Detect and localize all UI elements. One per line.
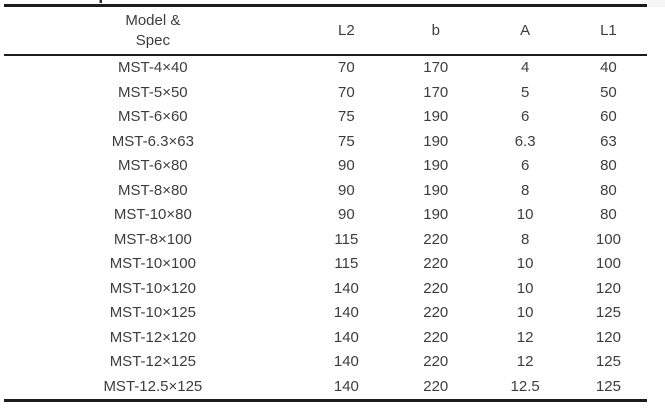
cell-a: 10 [516,255,534,272]
header-model-line1: Model & [125,11,181,29]
cell-model: MST-10×125 [109,304,196,321]
table-row: MST-12×125 140 220 12 125 [4,350,647,375]
header-l1: L1 [569,5,647,56]
cell-l1: 63 [600,132,617,150]
cell-b: 190 [423,157,449,174]
cutoff-text-remnant [99,0,102,3]
cell-b: 190 [423,108,449,125]
cell-b: 220 [423,328,449,346]
table-row: MST-12.5×125 140 220 12.5 125 [4,375,647,401]
cell-b: 190 [423,206,449,223]
cell-l2: 70 [338,59,355,76]
cell-l2: 140 [333,377,359,395]
cell-a: 6.3 [514,132,536,150]
header-b: b [391,5,481,56]
cell-model: MST-10×120 [109,279,196,297]
cell-l2: 140 [333,328,359,346]
header-row: Model & Spec L2 b A L1 [4,5,647,56]
cell-model: MST-8×100 [113,230,192,248]
table-body: MST-4×40 70 170 4 40 MST-5×50 70 170 5 50 MST-6×60… [4,55,647,401]
table-row: MST-8×80 90 190 8 80 [4,179,647,204]
cell-l2: 115 [334,255,359,272]
cell-model: MST-6.3×63 [111,132,194,150]
table-row: MST-6×80 90 190 6 80 [4,154,647,179]
cell-a: 8 [520,230,530,248]
cell-l1: 80 [600,157,617,174]
table-row: MST-6.3×63 75 190 6.3 63 [4,130,647,155]
table-row: MST-8×100 115 220 8 100 [4,228,647,253]
header-a: A [480,5,570,56]
cell-l1: 100 [595,255,621,272]
cell-b: 190 [423,132,449,150]
table-row: MST-10×80 90 190 10 80 [4,203,647,228]
table-header: Model & Spec L2 b A L1 [4,5,647,56]
table-row: MST-10×100 115 220 10 100 [4,252,647,277]
cell-l1: 125 [595,304,621,321]
cell-l1: 120 [595,328,621,346]
cell-b: 170 [423,83,449,101]
cell-l2: 140 [333,304,359,321]
cell-a: 10 [516,279,534,297]
table-row: MST-5×50 70 170 5 50 [4,81,647,106]
header-model-line2: Spec [135,31,170,49]
cell-l2: 90 [338,157,355,174]
cell-model: MST-8×80 [118,181,188,199]
cell-a: 10 [516,304,534,321]
spec-table: Model & Spec L2 b A L1 MST-4×40 70 170 4 40 M… [4,4,647,402]
cell-b: 190 [423,181,449,199]
cell-l2: 140 [333,353,359,370]
cell-model: MST-12.5×125 [103,377,203,395]
cell-a: 12 [516,328,534,346]
table-row: MST-10×125 140 220 10 125 [4,301,647,326]
cell-model: MST-4×40 [118,59,188,76]
cell-b: 220 [423,353,449,370]
cell-a: 12 [516,353,534,370]
cell-b: 220 [423,230,449,248]
cell-l2: 115 [334,230,359,248]
cell-b: 170 [423,59,449,76]
cell-l1: 125 [595,353,621,370]
cell-a: 10 [516,206,534,223]
cell-a: 4 [520,59,530,76]
cell-a: 6 [520,157,530,174]
cell-model: MST-10×100 [109,255,196,272]
table-row: MST-10×120 140 220 10 120 [4,277,647,302]
cell-l1: 120 [595,279,621,297]
cell-b: 220 [423,304,449,321]
cell-l1: 125 [595,377,621,395]
cell-l1: 40 [600,59,617,76]
cell-l1: 100 [595,230,621,248]
cell-a: 12.5 [510,377,540,395]
cell-l1: 50 [600,83,617,101]
cell-l2: 70 [338,83,355,101]
cell-model: MST-6×80 [118,157,188,174]
cell-model: MST-5×50 [118,83,188,101]
header-model-spec: Model & Spec [4,5,302,56]
cell-a: 6 [520,108,530,125]
corner-shade [647,0,665,7]
cell-l2: 90 [338,206,355,223]
cell-model: MST-12×125 [109,353,196,370]
cell-b: 220 [423,279,449,297]
cell-model: MST-6×60 [118,108,188,125]
cell-b: 220 [423,377,449,395]
cell-b: 220 [423,255,449,272]
cell-l1: 80 [600,181,617,199]
cell-a: 5 [520,83,530,101]
table-row: MST-4×40 70 170 4 40 [4,55,647,81]
cell-l2: 75 [338,108,355,125]
cell-l2: 140 [333,279,359,297]
cell-model: MST-12×120 [109,328,196,346]
table-row: MST-6×60 75 190 6 60 [4,105,647,130]
cell-l2: 75 [338,132,355,150]
table-row: MST-12×120 140 220 12 120 [4,326,647,351]
header-l2: L2 [301,5,392,56]
cell-l2: 90 [338,181,355,199]
cell-a: 8 [520,181,530,199]
cell-model: MST-10×80 [113,206,192,223]
cell-l1: 80 [600,206,617,223]
cell-l1: 60 [600,108,617,125]
